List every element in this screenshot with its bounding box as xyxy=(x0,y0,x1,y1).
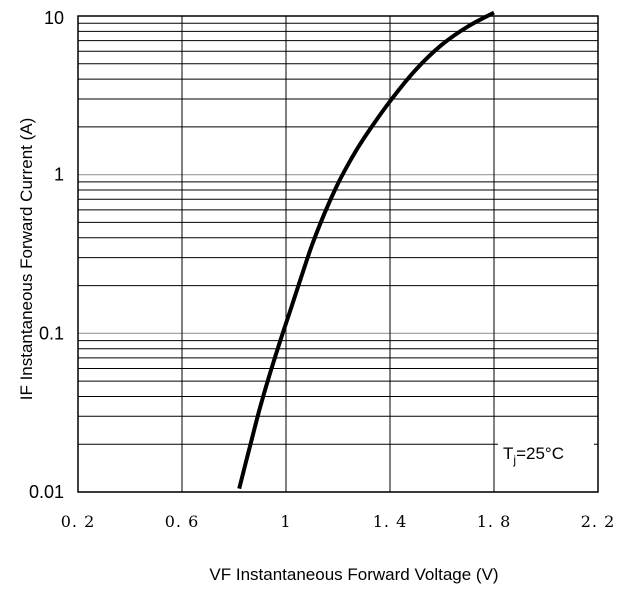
annotation-text: Tj=25°C xyxy=(503,444,564,467)
series-line xyxy=(237,10,495,490)
x-tick-label: 1. 8 xyxy=(477,512,512,531)
y-axis-label: IF Instantaneous Forward Current (A) xyxy=(17,118,36,401)
y-tick-label: 0.01 xyxy=(29,482,64,502)
y-tick-label: 1 xyxy=(54,165,64,185)
y-tick-label: 10 xyxy=(44,8,64,28)
tick-labels: 0.01 0.1 1 10 0. 2 0. 6 1 1. 4 1. 8 2. 2 xyxy=(29,8,616,531)
x-tick-label: 1 xyxy=(280,512,291,531)
annotation-box xyxy=(498,434,594,476)
x-tick-label: 0. 2 xyxy=(61,512,96,531)
grid xyxy=(78,16,598,493)
y-tick-label: 0.1 xyxy=(39,323,64,343)
x-tick-label: 2. 2 xyxy=(581,512,616,531)
temperature-annotation: Tj=25°C xyxy=(498,434,594,476)
annotation-base: T xyxy=(503,444,513,463)
x-tick-label: 0. 6 xyxy=(165,512,200,531)
annotation-rest: =25°C xyxy=(516,444,564,463)
annotation-subscript: j xyxy=(512,453,516,467)
x-tick-label: 1. 4 xyxy=(373,512,408,531)
plot-frame xyxy=(77,15,599,493)
x-axis-label: VF Instantaneous Forward Voltage (V) xyxy=(209,565,498,584)
